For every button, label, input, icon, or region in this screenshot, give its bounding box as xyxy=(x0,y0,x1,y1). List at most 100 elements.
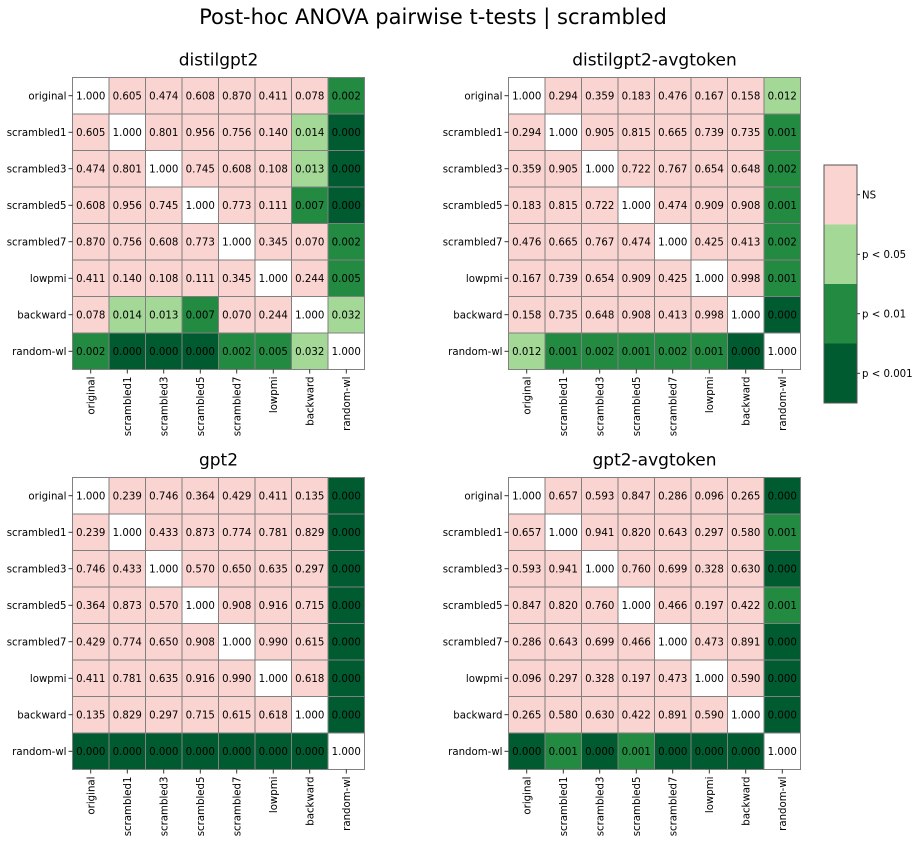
heatmap-cell xyxy=(544,332,582,370)
cell-value: 0.473 xyxy=(658,674,687,685)
cell-value: 0.265 xyxy=(731,491,760,502)
heatmap-cell xyxy=(108,732,146,770)
heatmap-cell xyxy=(218,332,256,370)
cell-value: 1.000 xyxy=(658,637,687,648)
cell-value: 0.000 xyxy=(259,747,288,758)
heatmap-cell xyxy=(254,150,292,188)
y-tick-label: random-wl xyxy=(12,347,66,358)
x-tick-label: lowpmi xyxy=(269,777,280,814)
heatmap-cell xyxy=(617,296,655,334)
y-tick-label: original xyxy=(28,91,66,102)
heatmap-cell xyxy=(581,186,619,224)
cell-value: 0.001 xyxy=(695,347,724,358)
cell-value: 0.590 xyxy=(695,710,724,721)
cell-value: 0.739 xyxy=(549,274,578,285)
cell-value: 0.345 xyxy=(259,237,288,248)
cell-value: 0.328 xyxy=(695,564,724,575)
heatmap-cell xyxy=(727,513,765,551)
heatmap-cell xyxy=(581,150,619,188)
cell-value: 0.474 xyxy=(658,201,687,212)
cell-value: 1.000 xyxy=(731,710,760,721)
heatmap-cell xyxy=(654,550,692,588)
cell-value: 1.000 xyxy=(512,91,541,102)
cell-value: 0.001 xyxy=(622,347,651,358)
y-tick-label: original xyxy=(28,491,66,502)
y-tick-label: scrambled1 xyxy=(443,528,503,539)
heatmap-cell xyxy=(581,223,619,261)
cell-value: 0.429 xyxy=(76,637,105,648)
heatmap-cell xyxy=(690,586,728,624)
cell-value: 0.000 xyxy=(332,491,361,502)
cell-value: 0.000 xyxy=(768,310,797,321)
y-tick-label: scrambled1 xyxy=(7,528,67,539)
cell-value: 0.580 xyxy=(731,528,760,539)
cell-value: 0.108 xyxy=(259,164,288,175)
x-tick-label: backward xyxy=(305,377,316,426)
cell-value: 0.002 xyxy=(76,347,105,358)
legend-label: p < 0.001 xyxy=(862,369,913,380)
cell-value: 0.108 xyxy=(149,274,178,285)
cell-value: 0.847 xyxy=(512,601,541,612)
cell-value: 0.014 xyxy=(113,310,142,321)
cell-value: 0.593 xyxy=(512,564,541,575)
cell-value: 0.000 xyxy=(332,674,361,685)
cell-value: 0.411 xyxy=(259,91,288,102)
y-tick-label: scrambled3 xyxy=(7,164,67,175)
y-tick-label: scrambled7 xyxy=(443,637,503,648)
x-tick-label: scrambled5 xyxy=(196,777,207,837)
cell-value: 0.000 xyxy=(149,347,178,358)
cell-value: 1.000 xyxy=(259,274,288,285)
cell-value: 0.005 xyxy=(332,274,361,285)
cell-value: 0.767 xyxy=(585,237,614,248)
cell-value: 0.781 xyxy=(113,674,142,685)
heatmap-cell xyxy=(254,113,292,151)
cell-value: 0.474 xyxy=(149,91,178,102)
heatmap-cell xyxy=(544,586,582,624)
heatmap-cell xyxy=(145,659,183,697)
x-tick-label: backward xyxy=(741,777,752,826)
heatmap-cell xyxy=(727,550,765,588)
heatmap-cell xyxy=(763,259,801,297)
heatmap-cell xyxy=(654,696,692,734)
cell-value: 1.000 xyxy=(658,237,687,248)
heatmap-cell xyxy=(508,150,546,188)
cell-value: 0.735 xyxy=(549,310,578,321)
heatmap-cell xyxy=(763,696,801,734)
cell-value: 1.000 xyxy=(186,601,215,612)
y-tick-label: backward xyxy=(17,310,66,321)
heatmap-cell xyxy=(544,513,582,551)
x-tick-label: scrambled3 xyxy=(595,777,606,837)
heatmap-cell xyxy=(763,223,801,261)
cell-value: 0.829 xyxy=(295,528,324,539)
heatmap-cell xyxy=(654,332,692,370)
heatmap-cell xyxy=(581,732,619,770)
x-tick-label: original xyxy=(522,377,533,415)
cell-value: 0.773 xyxy=(186,237,215,248)
heatmap-cell xyxy=(654,513,692,551)
heatmap-cell xyxy=(181,223,219,261)
cell-value: 0.297 xyxy=(295,564,324,575)
heatmap-cell xyxy=(617,150,655,188)
cell-value: 0.012 xyxy=(768,91,797,102)
cell-value: 1.000 xyxy=(149,564,178,575)
cell-value: 1.000 xyxy=(731,310,760,321)
cell-value: 0.908 xyxy=(186,637,215,648)
heatmap-cell xyxy=(291,259,329,297)
heatmap-cell xyxy=(218,696,256,734)
cell-value: 1.000 xyxy=(113,528,142,539)
cell-value: 0.411 xyxy=(76,274,105,285)
heatmap-cell xyxy=(617,332,655,370)
panel-title: distilgpt2-avgtoken xyxy=(572,51,737,71)
heatmap-cell xyxy=(327,623,365,661)
heatmap-cell xyxy=(727,77,765,115)
cell-value: 0.002 xyxy=(585,347,614,358)
heatmap-cell xyxy=(108,659,146,697)
x-tick-label: backward xyxy=(741,377,752,426)
cell-value: 0.815 xyxy=(549,201,578,212)
cell-value: 0.956 xyxy=(186,128,215,139)
heatmap-cell xyxy=(508,659,546,697)
cell-value: 0.665 xyxy=(549,237,578,248)
cell-value: 0.294 xyxy=(512,128,541,139)
heatmap-cell xyxy=(254,77,292,115)
cell-value: 0.135 xyxy=(76,710,105,721)
